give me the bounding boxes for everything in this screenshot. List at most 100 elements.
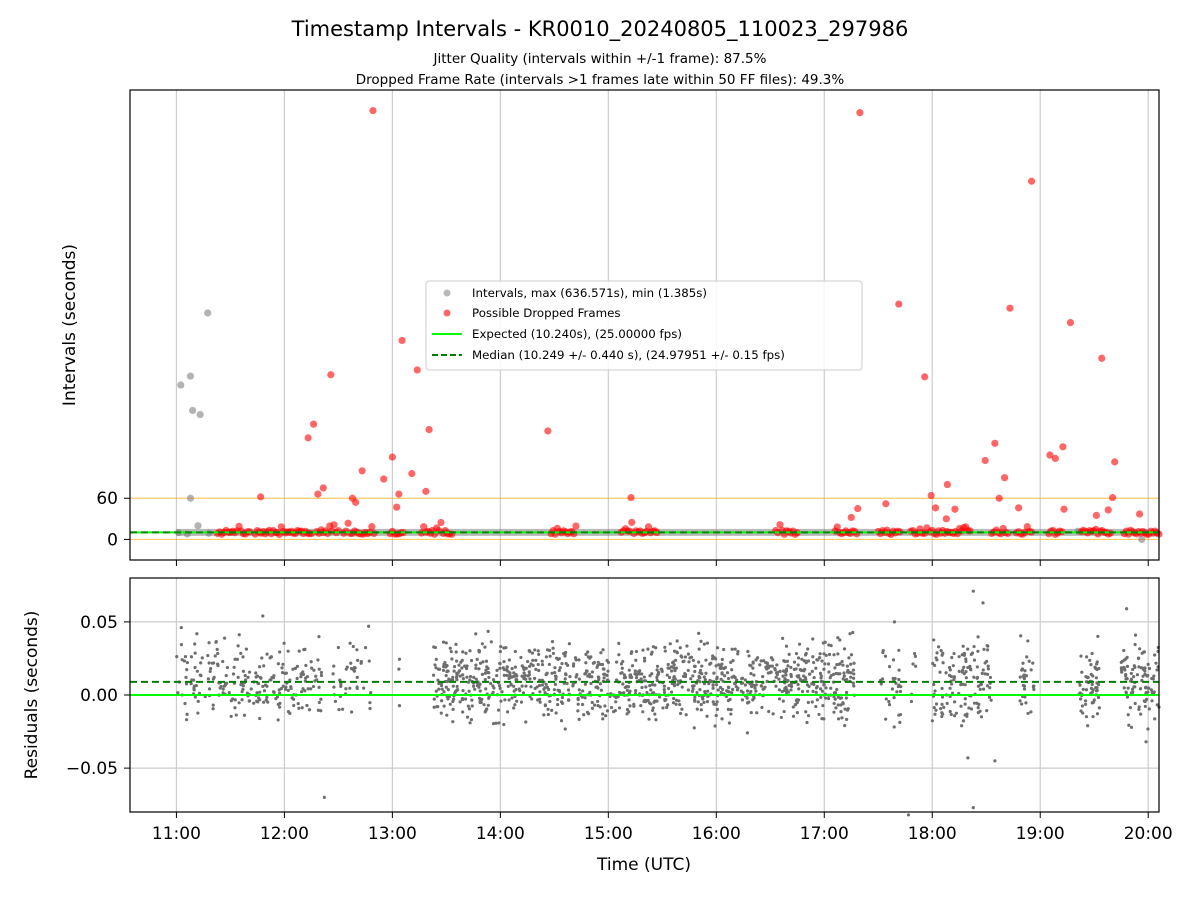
residual-point-47: [215, 647, 219, 652]
residual-point-333: [645, 690, 649, 695]
residual-point-1707: [1153, 717, 1157, 721]
residual-point-1496: [961, 644, 965, 648]
xtick-label-5: 16:00: [692, 824, 741, 844]
residual-point-1441: [939, 649, 943, 653]
residual-point-1262: [683, 671, 687, 676]
residual-point-837: [726, 707, 730, 711]
residual-point-1197: [815, 658, 819, 662]
residual-point-1408: [909, 699, 914, 704]
dropped-frame-point-39: [1104, 506, 1112, 514]
residual-point-825: [844, 690, 849, 695]
residual-point-165: [199, 661, 203, 665]
residual-point-1469: [966, 665, 970, 670]
residual-point-1514: [969, 652, 973, 656]
residual-point-1144: [442, 704, 446, 708]
dropped-frame-point-c53: [330, 521, 338, 529]
residual-point-568: [540, 659, 544, 663]
xtick-label-7: 18:00: [908, 824, 957, 844]
residual-point-1433: [977, 702, 981, 707]
residual-point-673: [484, 687, 488, 691]
residual-point-1287: [477, 696, 482, 700]
residual-point-1179: [538, 700, 542, 704]
residual-point-904: [764, 665, 768, 669]
residual-point-690: [559, 700, 564, 704]
residual-point-661: [642, 675, 646, 679]
residual-point-852: [760, 705, 764, 710]
residual-point-1098: [567, 698, 571, 702]
residual-point-1605: [1096, 634, 1100, 638]
residual-point-286: [510, 667, 514, 671]
residual-point-133: [210, 661, 214, 665]
residual-point-1706: [1120, 670, 1124, 674]
residual-point-1341: [841, 701, 845, 705]
residual-point-222: [301, 687, 305, 691]
residual-point-973: [678, 702, 682, 707]
residual-point-1322: [698, 668, 703, 673]
residual-point-638: [454, 650, 458, 654]
residual-point-1596: [1083, 702, 1088, 706]
residual-point-1411: [967, 706, 971, 710]
residual-point-514: [852, 684, 856, 688]
residual-outlier-8: [367, 624, 371, 628]
residual-point-1076: [759, 684, 764, 688]
residual-point-1162: [804, 710, 808, 714]
residual-point-640: [586, 712, 591, 716]
residual-point-709: [634, 688, 638, 693]
residual-point-21: [233, 706, 237, 710]
residual-point-1255: [687, 660, 691, 664]
residual-point-941: [731, 659, 735, 663]
residual-point-1504: [940, 653, 944, 657]
residual-point-907: [500, 690, 504, 694]
residual-point-665: [441, 668, 446, 672]
residual-point-823: [824, 653, 828, 658]
residual-point-72: [309, 687, 313, 691]
residual-point-1089: [695, 690, 699, 695]
residual-point-496: [722, 647, 726, 652]
residual-point-1326: [461, 710, 465, 714]
residual-point-1709: [1140, 651, 1144, 655]
residual-point-942: [845, 717, 849, 722]
residual-point-1666: [1129, 725, 1134, 729]
residual-point-1238: [796, 663, 800, 667]
residual-point-52: [281, 662, 285, 666]
residual-point-985: [547, 662, 551, 667]
residual-point-1104: [701, 697, 705, 701]
residual-point-1418: [948, 668, 952, 672]
residual-point-956: [435, 704, 439, 709]
residual-point-1064: [600, 662, 605, 667]
legend-median-label: Median (10.249 +/- 0.440 s), (24.97951 +…: [472, 348, 785, 362]
xtick-label-1: 12:00: [260, 824, 309, 844]
residual-point-1661: [1143, 672, 1147, 676]
residual-point-1544: [1021, 661, 1025, 665]
residual-point-666: [542, 687, 546, 691]
residual-point-65: [236, 675, 240, 679]
residual-point-1438: [942, 705, 946, 709]
residual-point-234: [339, 682, 343, 686]
residual-point-856: [444, 674, 448, 678]
residual-point-1440: [947, 665, 952, 670]
residual-point-143: [309, 660, 313, 664]
residual-point-1302: [590, 675, 594, 679]
residual-point-1306: [775, 663, 779, 667]
residual-point-140: [184, 675, 188, 679]
residual-point-1094: [620, 671, 624, 675]
residual-point-271: [397, 703, 402, 708]
residual-point-1548: [1027, 659, 1031, 663]
residual-point-1291: [622, 676, 626, 680]
residual-point-1524: [969, 668, 973, 672]
residual-point-896: [852, 672, 856, 676]
residual-point-1538: [940, 686, 944, 691]
residual-point-1507: [962, 652, 966, 656]
residual-outlier-6: [261, 614, 265, 618]
residual-point-111: [193, 651, 197, 655]
residual-point-1127: [806, 647, 810, 651]
residual-point-168: [259, 676, 263, 680]
residual-point-871: [697, 647, 701, 651]
residual-point-427: [621, 682, 625, 686]
residual-point-35: [241, 669, 246, 673]
dropped-frame-point-5: [1066, 318, 1075, 327]
residual-point-993: [811, 689, 815, 694]
residual-point-933: [487, 675, 491, 680]
residual-point-780: [771, 712, 775, 716]
